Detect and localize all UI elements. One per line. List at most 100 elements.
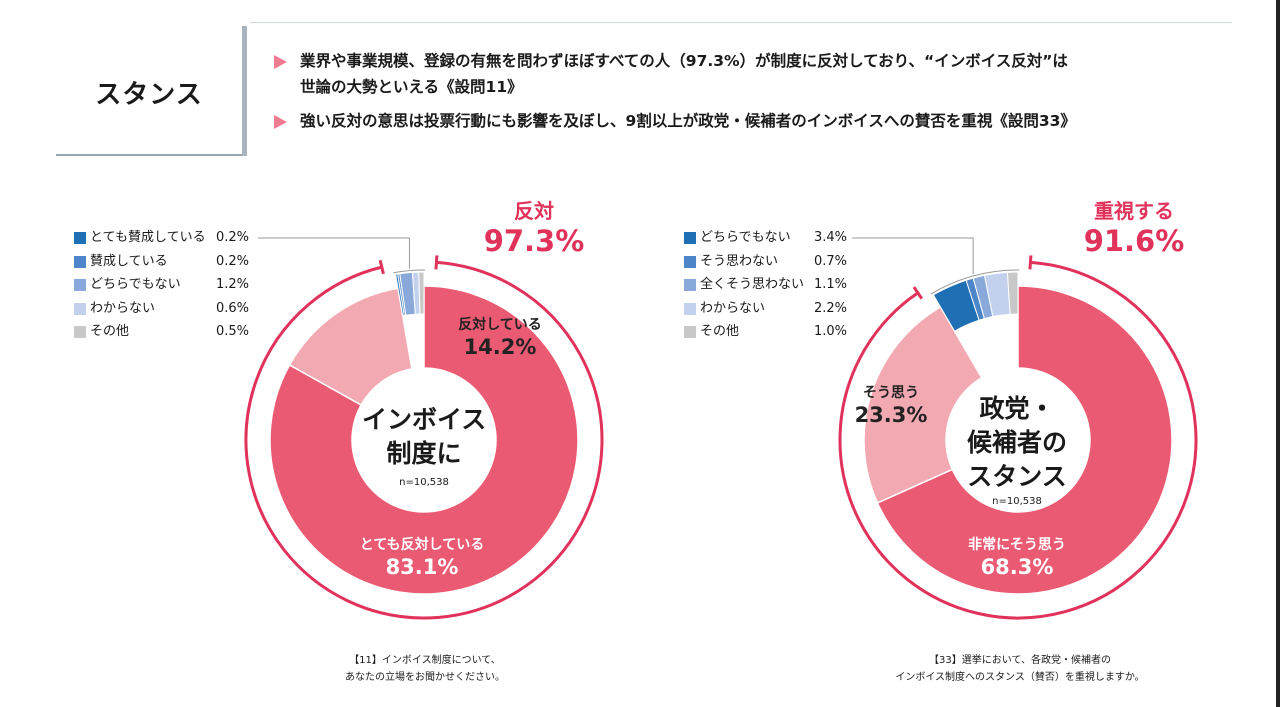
chart-1-caption-line-1: 【11】インボイス制度について、 [349, 655, 501, 666]
legend-leader-line [258, 237, 410, 269]
triangle-bullet-icon [274, 115, 287, 129]
legend-value: 0.2% [216, 253, 250, 269]
window-edge [1276, 0, 1280, 707]
legend-swatch [74, 326, 86, 338]
legend-swatch [684, 302, 696, 315]
legend-item: わからない 0.6% [74, 299, 254, 323]
header-rule [250, 22, 1232, 23]
triangle-bullet-icon [274, 55, 287, 69]
chart-2-caption-line-1: 【33】選挙において、各政党・候補者の [929, 655, 1111, 666]
chart-2-total-text: 重視する [1094, 199, 1174, 223]
legend-label: そう思わない [700, 253, 779, 269]
legend-swatch [684, 255, 696, 268]
chart-1-legend: とても賛成している 0.2% 賛成している 0.2% どちらでもない 1.2% わからない 0… [74, 228, 254, 346]
chart-2-slice-strongly-agree-name: 非常にそう思う [968, 537, 1066, 553]
minor-slices-bracket [393, 269, 426, 274]
chart-1-slice-label-oppose: 反対している 14.2% [440, 316, 560, 360]
section-divider [242, 26, 247, 156]
legend-label: わからない [700, 300, 766, 316]
donut-slice [269, 285, 579, 595]
total-share-ring-tick [434, 255, 439, 270]
chart-2-sample-size: n=10,538 [992, 496, 1042, 507]
chart-2-center-line-1: 政党・ [979, 394, 1055, 423]
legend-value: 0.5% [216, 324, 250, 339]
section-title-box: スタンス [56, 26, 242, 156]
chart-1-slice-oppose-name: 反対している [458, 317, 542, 333]
legend-item: どちらでもない 3.4% [684, 228, 854, 252]
summary-bullet-1-line-1: 業界や事業規模、登録の有無を問わずほぼすべての人（97.3%）が制度に反対してお… [300, 52, 1068, 70]
chart-1-slice-strongly-oppose-value: 83.1% [385, 555, 459, 579]
donut-slice [418, 271, 425, 315]
total-share-ring [838, 260, 1198, 620]
legend-item: どちらでもない 1.2% [74, 275, 254, 299]
summary-bullet-1-line-2: 世論の大勢といえる《設問11》 [300, 78, 523, 96]
chart-2-center-line-3: スタンス [967, 462, 1067, 491]
total-share-ring-tick [912, 286, 924, 300]
legend-value: 1.0% [814, 324, 848, 339]
chart-1-slice-label-strongly-oppose: とても反対している 83.1% [342, 536, 502, 580]
chart-1-sample-size: n=10,538 [399, 477, 449, 488]
donut-slice [863, 305, 983, 504]
legend-label: その他 [700, 324, 740, 339]
legend-value: 2.2% [814, 300, 848, 316]
legend-value: 1.2% [216, 277, 250, 292]
legend-swatch [74, 302, 86, 315]
chart-2-slice-strongly-agree-value: 68.3% [980, 555, 1054, 579]
chart-2-caption: 【33】選挙において、各政党・候補者の インボイス制度へのスタンス（賛否）を重視… [870, 652, 1170, 686]
section-title: スタンス [95, 80, 203, 110]
legend-value: 0.6% [216, 300, 250, 316]
legend-leader-line [852, 237, 974, 274]
chart-1-slice-strongly-oppose-name: とても反対している [359, 537, 485, 553]
chart-2-caption-line-2: インボイス制度へのスタンス（賛否）を重視しますか。 [895, 672, 1145, 683]
chart-1-center-line-2: 制度に [386, 439, 462, 468]
chart-1-caption-line-2: あなたの立場をお聞かせください。 [345, 672, 505, 683]
legend-item: そう思わない 0.7% [684, 252, 854, 276]
legend-value: 1.1% [814, 277, 848, 292]
total-share-ring [244, 260, 604, 620]
legend-swatch [74, 279, 86, 291]
chart-1-total-value: 97.3% [483, 224, 585, 258]
legend-label: どちらでもない [700, 230, 791, 245]
legend-swatch [684, 326, 696, 338]
legend-swatch [684, 232, 696, 244]
chart-2-center-label: 政党・ 候補者の スタンス n=10,538 [951, 392, 1083, 507]
donut-slice [876, 285, 1173, 595]
legend-label: 賛成している [90, 253, 168, 269]
chart-1-caption: 【11】インボイス制度について、 あなたの立場をお聞かせください。 [300, 652, 550, 686]
chart-2-slice-label-agree: そう思う 23.3% [848, 384, 934, 428]
chart-1-total-text: 反対 [514, 199, 554, 223]
legend-swatch [74, 255, 86, 268]
chart-2-center-line-2: 候補者の [966, 428, 1067, 457]
summary-bullet-2-line-1: 強い反対の意思は投票行動にも影響を及ぼし、9割以上が政党・候補者のインボイスへの… [300, 112, 1076, 130]
legend-item: とても賛成している 0.2% [74, 228, 254, 252]
chart-2-total-value: 91.6% [1083, 224, 1185, 258]
chart-1-center-label: インボイス 制度に n=10,538 [362, 403, 486, 488]
legend-label: とても賛成している [90, 230, 206, 245]
legend-item: 賛成している 0.2% [74, 252, 254, 276]
legend-item: わからない 2.2% [684, 299, 854, 323]
legend-item: その他 1.0% [684, 322, 854, 346]
chart-2-total-label: 重視する 91.6% [1072, 198, 1196, 258]
chart-1-slice-oppose-value: 14.2% [463, 335, 537, 359]
chart-2-slice-agree-value: 23.3% [854, 403, 928, 427]
chart-2-slice-agree-name: そう思う [863, 385, 919, 401]
legend-item: 全くそう思わない 1.1% [684, 275, 854, 299]
legend-swatch [74, 232, 86, 244]
legend-label: 全くそう思わない [700, 277, 805, 292]
donut-slice [1006, 271, 1019, 315]
summary-bullets: 業界や事業規模、登録の有無を問わずほぼすべての人（97.3%）が制度に反対してお… [272, 48, 1232, 142]
legend-value: 0.7% [814, 253, 848, 269]
legend-label: どちらでもない [90, 277, 181, 292]
legend-label: わからない [90, 300, 156, 316]
total-share-ring-tick [378, 259, 385, 275]
chart-2-legend: どちらでもない 3.4% そう思わない 0.7% 全くそう思わない 1.1% わからない 2.… [684, 228, 854, 346]
chart-1-total-label: 反対 97.3% [474, 198, 594, 258]
legend-value: 3.4% [814, 230, 848, 245]
summary-bullet-2: 強い反対の意思は投票行動にも影響を及ぼし、9割以上が政党・候補者のインボイスへの… [272, 108, 1232, 134]
legend-value: 0.2% [216, 230, 250, 245]
summary-bullet-1: 業界や事業規模、登録の有無を問わずほぼすべての人（97.3%）が制度に反対してお… [272, 48, 1232, 100]
total-share-ring-tick [1028, 255, 1033, 270]
chart-2-slice-label-strongly-agree: 非常にそう思う 68.3% [947, 536, 1087, 580]
legend-label: その他 [90, 324, 130, 339]
